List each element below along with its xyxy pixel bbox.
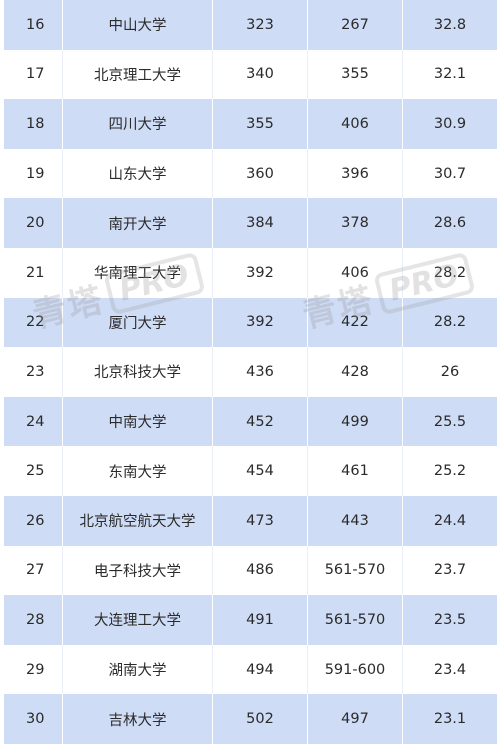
- university-name-cell: 吉林大学: [62, 694, 212, 744]
- rank-cell: 16: [26, 16, 45, 33]
- score-cell: 28.6: [402, 198, 497, 248]
- university-name-cell: 北京航空航天大学: [62, 495, 212, 546]
- table-row: 28 大连理工大学 491 561-570 23.5: [4, 595, 497, 645]
- university-name-cell: 南开大学: [62, 198, 212, 248]
- score-cell: 23.1: [402, 694, 497, 744]
- value-cell-b: 428: [307, 347, 402, 397]
- university-name-cell: 电子科技大学: [62, 545, 212, 596]
- university-name-cell: 中南大学: [62, 396, 212, 447]
- value-cell-b: 497: [307, 694, 402, 744]
- table-row: 29 湖南大学 494 591-600 23.4: [4, 644, 497, 695]
- rank-cell: 22: [26, 314, 45, 331]
- value-cell-a: 323: [212, 0, 307, 50]
- score-cell: 24.4: [402, 495, 497, 546]
- score-cell: 26: [402, 347, 497, 397]
- score-cell: 30.9: [402, 99, 497, 149]
- university-name-cell: 大连理工大学: [62, 595, 212, 645]
- rank-cell: 28: [26, 611, 45, 628]
- score-cell: 23.4: [402, 644, 497, 695]
- value-cell-a: 491: [212, 595, 307, 645]
- score-cell: 25.2: [402, 446, 497, 496]
- table-row: 16 中山大学 323 267 32.8: [4, 0, 497, 50]
- university-name-cell: 北京科技大学: [62, 347, 212, 397]
- rank-cell: 27: [26, 562, 45, 579]
- rank-cell: 17: [26, 66, 45, 83]
- university-name-cell: 华南理工大学: [62, 247, 212, 298]
- value-cell-a: 340: [212, 49, 307, 100]
- score-cell: 30.7: [402, 148, 497, 199]
- rank-cell: 25: [26, 463, 45, 480]
- value-cell-b: 561-570: [307, 595, 402, 645]
- university-name-cell: 中山大学: [62, 0, 212, 50]
- value-cell-a: 502: [212, 694, 307, 744]
- value-cell-b: 591-600: [307, 644, 402, 695]
- rank-cell: 24: [26, 413, 45, 430]
- value-cell-b: 422: [307, 297, 402, 348]
- rank-cell: 26: [26, 512, 45, 529]
- table-row: 18 四川大学 355 406 30.9: [4, 99, 497, 149]
- score-cell: 32.1: [402, 49, 497, 100]
- table-row: 25 东南大学 454 461 25.2: [4, 446, 497, 496]
- value-cell-b: 406: [307, 99, 402, 149]
- rank-cell: 21: [26, 264, 45, 281]
- rank-cell: 30: [26, 711, 45, 728]
- score-cell: 28.2: [402, 247, 497, 298]
- table-row: 17 北京理工大学 340 355 32.1: [4, 49, 497, 100]
- value-cell-a: 392: [212, 297, 307, 348]
- university-name-cell: 厦门大学: [62, 297, 212, 348]
- rank-cell: 23: [26, 363, 45, 380]
- rank-cell: 20: [26, 215, 45, 232]
- score-cell: 23.7: [402, 545, 497, 596]
- university-name-cell: 东南大学: [62, 446, 212, 496]
- value-cell-b: 378: [307, 198, 402, 248]
- table-row: 24 中南大学 452 499 25.5: [4, 396, 497, 447]
- university-name-cell: 北京理工大学: [62, 49, 212, 100]
- value-cell-a: 494: [212, 644, 307, 695]
- rank-cell: 18: [26, 115, 45, 132]
- value-cell-a: 452: [212, 396, 307, 447]
- value-cell-b: 443: [307, 495, 402, 546]
- table-row: 19 山东大学 360 396 30.7: [4, 148, 497, 199]
- value-cell-a: 355: [212, 99, 307, 149]
- ranking-table: 16 中山大学 323 267 32.8 17 北京理工大学 340 355 32.1 18 四川大学…: [4, 0, 497, 744]
- table-row: 20 南开大学 384 378 28.6: [4, 198, 497, 248]
- value-cell-a: 486: [212, 545, 307, 596]
- rank-cell: 29: [26, 661, 45, 678]
- table-row: 21 华南理工大学 392 406 28.2: [4, 247, 497, 298]
- value-cell-a: 392: [212, 247, 307, 298]
- value-cell-b: 499: [307, 396, 402, 447]
- table-row: 23 北京科技大学 436 428 26: [4, 347, 497, 397]
- score-cell: 32.8: [402, 0, 497, 50]
- score-cell: 25.5: [402, 396, 497, 447]
- table-row: 22 厦门大学 392 422 28.2: [4, 297, 497, 348]
- score-cell: 23.5: [402, 595, 497, 645]
- university-name-cell: 湖南大学: [62, 644, 212, 695]
- table-row: 26 北京航空航天大学 473 443 24.4: [4, 495, 497, 546]
- value-cell-b: 561-570: [307, 545, 402, 596]
- value-cell-b: 396: [307, 148, 402, 199]
- table-row: 27 电子科技大学 486 561-570 23.7: [4, 545, 497, 596]
- value-cell-a: 454: [212, 446, 307, 496]
- value-cell-a: 384: [212, 198, 307, 248]
- value-cell-b: 461: [307, 446, 402, 496]
- value-cell-b: 406: [307, 247, 402, 298]
- rank-cell: 19: [26, 165, 45, 182]
- university-name-cell: 四川大学: [62, 99, 212, 149]
- table-row: 30 吉林大学 502 497 23.1: [4, 694, 497, 744]
- university-name-cell: 山东大学: [62, 148, 212, 199]
- value-cell-a: 436: [212, 347, 307, 397]
- score-cell: 28.2: [402, 297, 497, 348]
- value-cell-b: 267: [307, 0, 402, 50]
- value-cell-a: 360: [212, 148, 307, 199]
- value-cell-b: 355: [307, 49, 402, 100]
- value-cell-a: 473: [212, 495, 307, 546]
